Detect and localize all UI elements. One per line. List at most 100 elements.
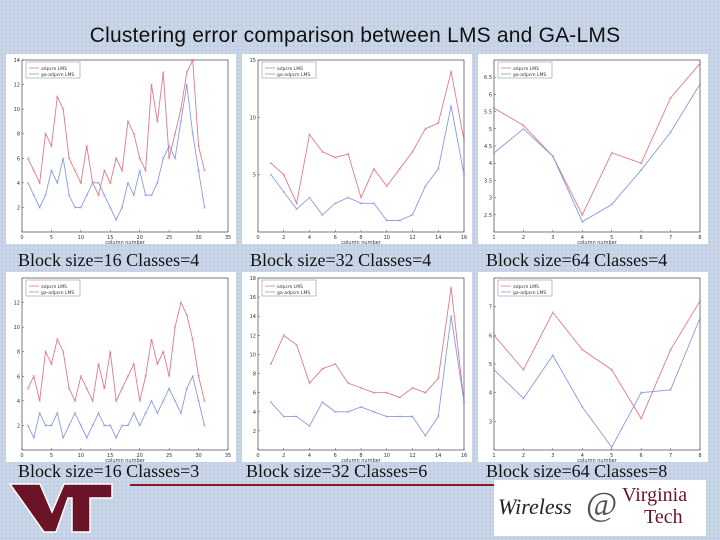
y-tick-label: 7 [489,305,492,311]
y-tick-label: 16 [250,295,256,301]
x-tick-label: 0 [20,453,23,459]
data-point [372,167,376,171]
x-tick-label: 2 [282,235,285,241]
x-tick-label: 35 [225,235,231,241]
y-tick-label: 6 [489,92,492,98]
data-point [580,348,584,352]
data-point [79,374,83,378]
data-point [38,411,42,415]
axes-box [21,277,229,451]
chart-1: 0 5 10 15 20 25 30 35 2 4 6 8 10 12 14 column number adp… [14,58,232,244]
data-point [103,169,106,172]
data-point [551,311,555,314]
x-tick-label: 2 [522,235,525,241]
data-point [26,156,30,160]
data-point [197,374,200,378]
data-point [167,156,171,160]
data-point [97,193,100,197]
data-point [97,362,100,366]
data-point [61,107,65,111]
data-point [423,391,427,395]
data-point [398,396,402,399]
x-tick-label: 30 [195,235,201,241]
caption-5: Block size=32 Classes=6 [246,461,428,481]
chart-panel-2: 0 2 4 6 8 10 12 14 16 5 10 15 column number adpcm LMS… [242,54,472,244]
data-point [191,58,195,62]
legend-label: adpcm LMS [513,284,539,290]
data-point [50,144,53,148]
data-point [150,399,153,403]
data-point [67,193,71,197]
data-point [320,367,324,371]
x-tick-label: 20 [137,453,143,459]
data-point [55,95,59,99]
y-tick-label: 10 [14,107,20,113]
caption-2: Block size=32 Classes=4 [250,250,432,270]
x-tick-label: 15 [107,453,113,459]
data-point [79,424,83,427]
data-point [26,387,30,390]
data-point [55,181,59,185]
chart-panel-5: 0 2 4 6 8 10 12 14 16 2 4 6 8 10 12 14 16 18 column number… [242,272,472,462]
chart-panel-4: 0 5 10 15 20 25 30 35 2 4 6 8 10 12 column number adpcm… [6,272,236,462]
data-point [185,313,189,317]
data-point [103,387,106,390]
x-tick-label: 3 [551,235,554,241]
data-point [295,201,299,205]
logo-virginia-text: Virginia [622,484,688,506]
x-tick-label: 7 [669,453,672,459]
data-point [449,314,453,318]
data-point [73,206,77,209]
data-point [282,190,286,194]
data-point [138,156,142,160]
vt-logo [8,483,113,533]
data-point [138,399,142,403]
data-point [669,96,672,100]
data-point [179,107,183,111]
data-point [132,132,136,136]
data-point [97,411,100,415]
data-point [85,193,89,197]
data-point [161,399,165,403]
data-point [120,169,124,172]
data-point [610,445,614,449]
axes-box [257,59,465,233]
y-tick-label: 6 [489,333,492,339]
data-point [333,201,337,205]
series-line-lms [493,300,701,420]
x-tick-label: 15 [107,235,113,241]
chart-5: 0 2 4 6 8 10 12 14 16 2 4 6 8 10 12 14 16 18 column number… [250,276,468,462]
data-point [346,152,350,156]
data-point [91,399,95,403]
series-line-galms [270,105,465,221]
data-point [191,374,195,378]
data-point [144,411,147,415]
data-point [423,184,427,188]
data-point [197,144,200,148]
y-tick-label: 4 [489,161,492,167]
data-point [108,206,112,209]
legend-label: ga-adpcm LMS [277,290,310,296]
y-tick-label: 2 [253,429,256,435]
data-point [120,387,124,390]
data-point [161,70,165,74]
data-point [173,325,177,329]
data-point [492,333,496,337]
data-point [32,169,36,172]
y-tick-label: 8 [253,372,256,378]
data-point [179,120,183,123]
data-point [269,400,273,404]
data-point [398,167,402,171]
y-tick-label: 6 [17,374,20,380]
data-point [492,368,496,372]
data-point [179,301,183,304]
data-point [167,144,171,148]
data-point [120,206,124,209]
data-point [185,387,189,390]
data-point [522,127,525,131]
legend-label: ga-adpcm LMS [41,72,74,78]
series-line-galms [27,374,205,440]
data-point [551,154,555,158]
